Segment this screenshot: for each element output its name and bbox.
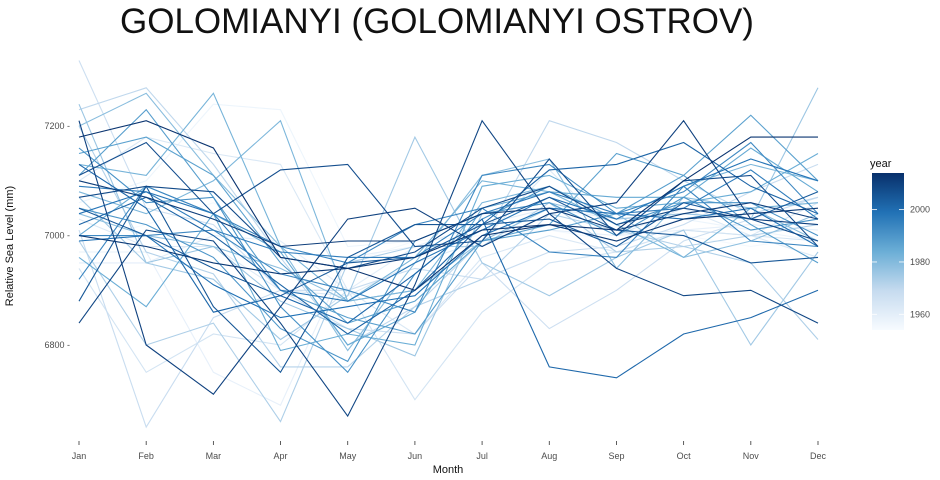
chart-title: GOLOMIANYI (GOLOMIANYI OSTROV) — [120, 2, 754, 41]
x-tick-label: Jul — [476, 451, 488, 461]
series-line-2001 — [78, 163, 819, 379]
series-line-2011 — [78, 180, 819, 248]
x-tick-label: Apr — [274, 451, 288, 461]
series-line-2004 — [78, 191, 819, 297]
series-lines — [78, 60, 819, 429]
series-line-1976 — [78, 87, 819, 357]
series-line-1960 — [79, 207, 819, 291]
series-line-1987 — [78, 114, 819, 324]
x-tick-label: Nov — [743, 451, 760, 461]
x-tick-label: Jun — [408, 451, 423, 461]
y-axis: 6800 - 7000 - 7200 - — [44, 121, 70, 350]
series-line-2012 — [78, 207, 819, 275]
legend-ticks: 1960 1980 2000 — [872, 205, 930, 319]
color-legend: year 1960 1980 2000 — [870, 158, 930, 330]
x-tick-label: Jan — [72, 451, 87, 461]
y-tick-label: 7000 - — [44, 231, 70, 241]
legend-title: year — [870, 158, 892, 170]
legend-tick-label: 1960 — [910, 309, 930, 319]
x-tick-label: Aug — [541, 451, 557, 461]
x-axis-title: Month — [433, 464, 464, 476]
x-tick-label: Feb — [138, 451, 154, 461]
x-tick-label: May — [339, 451, 357, 461]
x-tick-label: Oct — [677, 451, 692, 461]
y-tick-label: 6800 - — [44, 340, 70, 350]
series-line-1965 — [78, 229, 819, 401]
series-line-1996 — [78, 169, 819, 258]
series-line-2009 — [78, 119, 819, 418]
legend-tick-label: 1980 — [910, 257, 930, 267]
series-line-2013 — [78, 120, 818, 291]
series-line-1957 — [78, 103, 819, 248]
series-line-2008 — [78, 185, 819, 269]
series-line-1967 — [78, 60, 819, 335]
x-axis: Jan Feb Mar Apr May Jun Jul Aug Sep Oct Nov Dec — [72, 441, 827, 461]
series-line-2002 — [78, 141, 819, 335]
x-tick-label: Mar — [206, 451, 222, 461]
y-tick-label: 7200 - — [44, 121, 70, 131]
series-line-2005 — [78, 185, 819, 374]
legend-colorbar — [872, 173, 904, 330]
x-tick-label: Sep — [608, 451, 624, 461]
series-line-1982 — [78, 92, 819, 302]
series-line-1999 — [78, 207, 819, 319]
series-line-1970 — [78, 87, 819, 346]
series-line-1972 — [78, 125, 819, 368]
legend-tick-label: 2000 — [910, 205, 930, 215]
x-tick-label: Dec — [810, 451, 827, 461]
y-axis-title: Relative Sea Level (mm) — [4, 186, 16, 306]
series-line-1994 — [78, 185, 819, 280]
series-line-1962 — [78, 169, 819, 297]
